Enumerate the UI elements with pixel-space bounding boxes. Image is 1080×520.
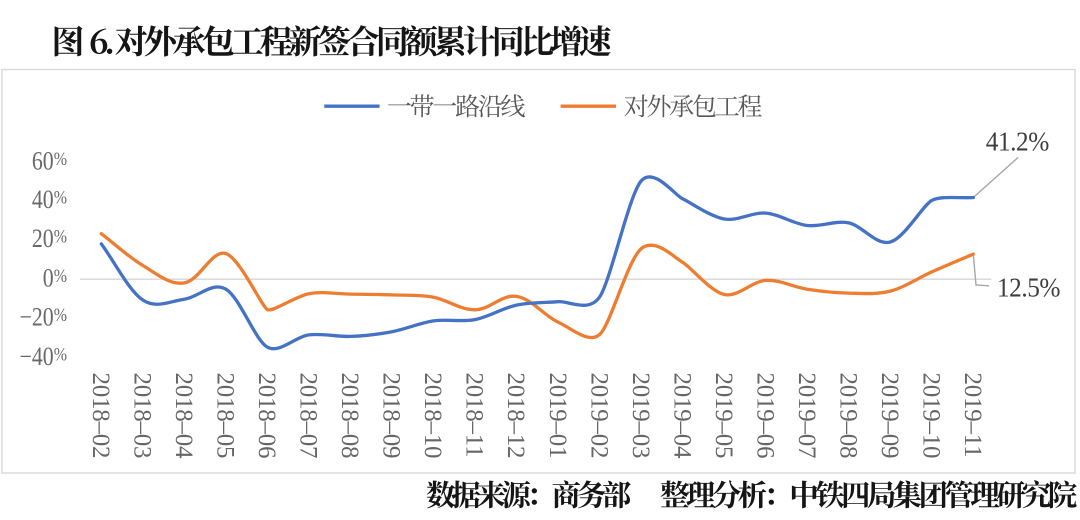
svg-text:2018–09: 2018–09 <box>378 373 405 459</box>
svg-text:2019–05: 2019–05 <box>710 373 737 459</box>
svg-text:2018–06: 2018–06 <box>253 373 280 459</box>
svg-text:12.5%: 12.5% <box>997 271 1060 302</box>
svg-text:2018–04: 2018–04 <box>170 373 197 460</box>
svg-text:2018–08: 2018–08 <box>336 373 363 459</box>
svg-text:2019–01: 2019–01 <box>544 373 571 459</box>
svg-text:2019–02: 2019–02 <box>585 373 612 459</box>
svg-text:2019–07: 2019–07 <box>793 373 820 459</box>
svg-text:2019–06: 2019–06 <box>751 373 778 459</box>
svg-text:41.2%: 41.2% <box>986 126 1049 157</box>
svg-text:2018–02: 2018–02 <box>87 373 114 459</box>
svg-text:2019–03: 2019–03 <box>627 373 654 459</box>
svg-text:2019–11: 2019–11 <box>959 373 986 458</box>
svg-text:2019–04: 2019–04 <box>668 373 695 460</box>
svg-text:2019–10: 2019–10 <box>918 373 945 459</box>
svg-text:2019–09: 2019–09 <box>876 373 903 459</box>
svg-text:2018–07: 2018–07 <box>295 373 322 459</box>
svg-text:2018–10: 2018–10 <box>419 373 446 459</box>
svg-text:2018–05: 2018–05 <box>212 373 239 459</box>
svg-text:2018–11: 2018–11 <box>461 373 488 458</box>
svg-text:2019–08: 2019–08 <box>834 373 861 459</box>
svg-text:2018–03: 2018–03 <box>129 373 156 459</box>
svg-text:2018–12: 2018–12 <box>502 373 529 459</box>
